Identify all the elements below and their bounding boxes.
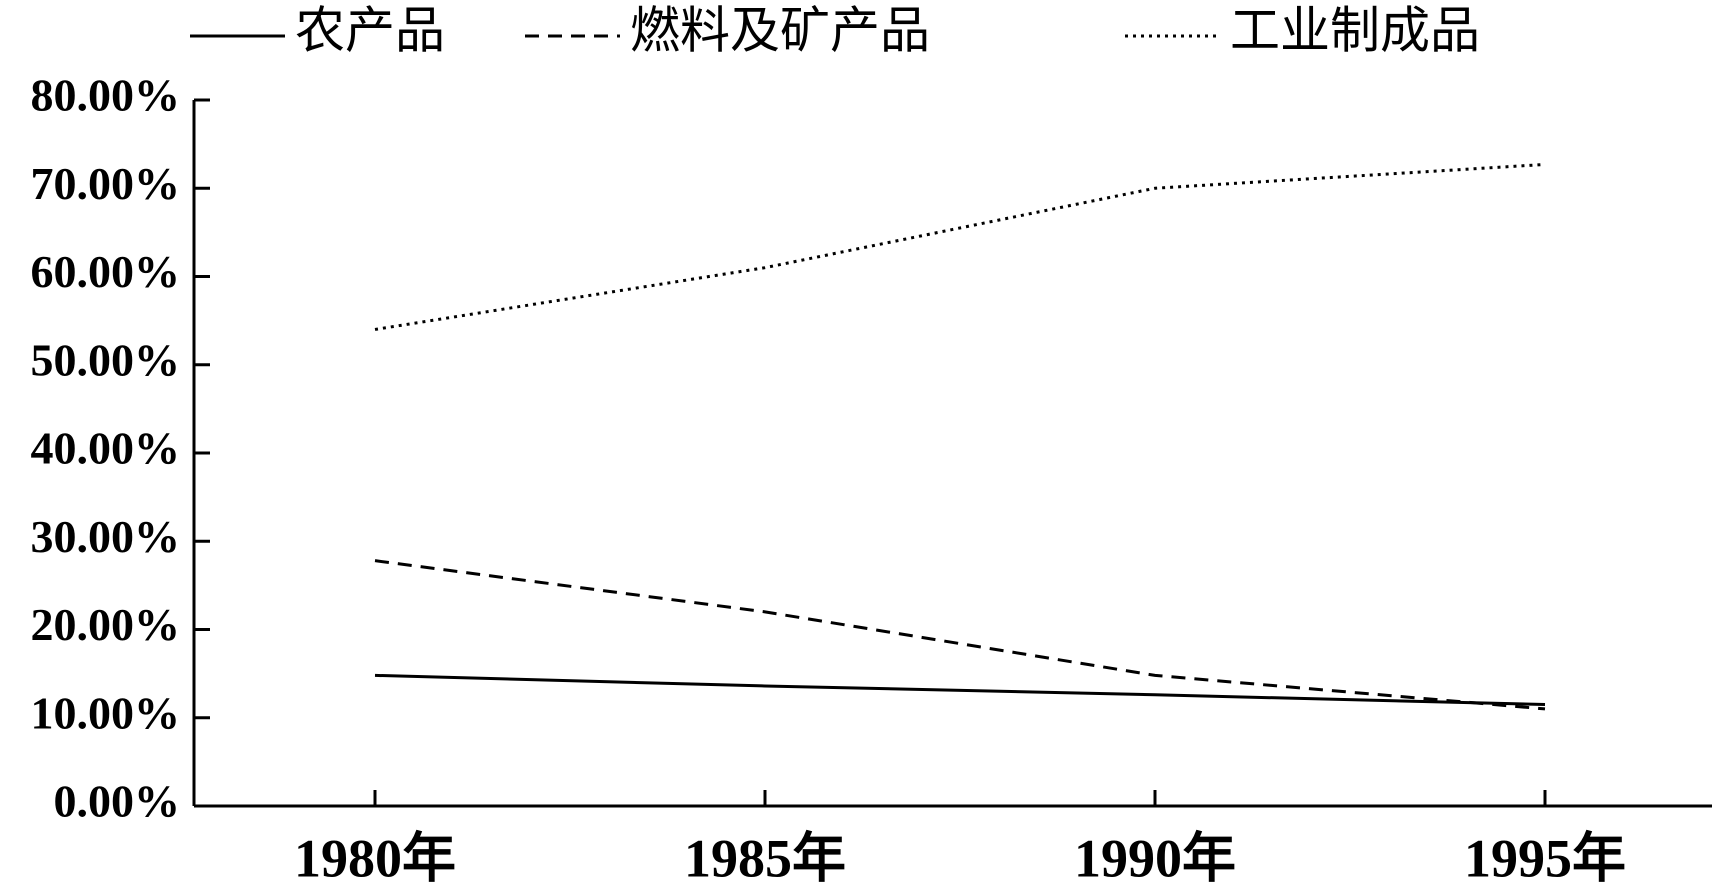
series-line [374, 162, 1546, 331]
series-line [374, 559, 1546, 711]
y-tick-label: 80.00% [31, 70, 181, 121]
legend-label: 农产品 [295, 2, 445, 58]
y-tick-label: 10.00% [31, 687, 181, 738]
series-line [374, 673, 1546, 707]
y-tick-label: 20.00% [31, 599, 181, 650]
y-tick-label: 40.00% [31, 423, 181, 474]
x-tick-label: 1990年 [1074, 828, 1236, 888]
legend-label: 工业制成品 [1230, 2, 1480, 58]
y-tick-label: 0.00% [54, 776, 181, 827]
y-tick-label: 50.00% [31, 334, 181, 385]
legend-label: 燃料及矿产品 [630, 2, 930, 58]
y-tick-label: 30.00% [31, 511, 181, 562]
x-tick-label: 1980年 [294, 828, 456, 888]
y-tick-label: 70.00% [31, 158, 181, 209]
y-tick-label: 60.00% [31, 246, 181, 297]
x-tick-label: 1995年 [1464, 828, 1626, 888]
x-tick-label: 1985年 [684, 828, 846, 888]
